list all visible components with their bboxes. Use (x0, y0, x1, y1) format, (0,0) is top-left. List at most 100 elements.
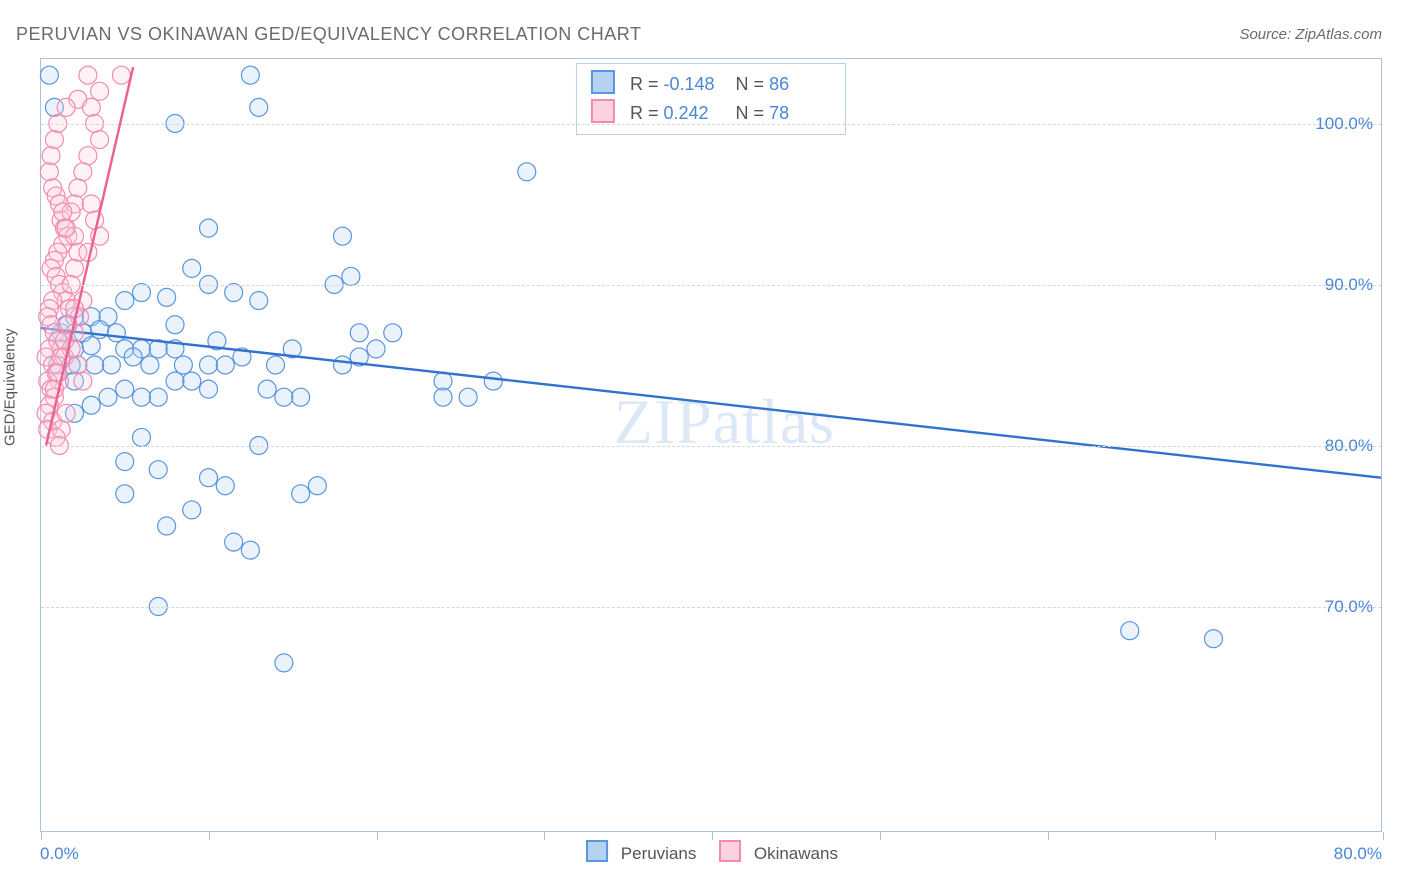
data-point (267, 356, 285, 374)
data-point (66, 300, 84, 318)
data-point (216, 356, 234, 374)
legend-label-okinawans: Okinawans (754, 844, 838, 863)
gridline (41, 446, 1381, 447)
data-point (200, 219, 218, 237)
r-label: R (630, 103, 643, 123)
gridline (41, 285, 1381, 286)
data-point (66, 259, 84, 277)
data-point (91, 131, 109, 149)
data-point (133, 428, 151, 446)
data-point (79, 147, 97, 165)
data-point (174, 356, 192, 374)
data-point (200, 356, 218, 374)
data-point (124, 348, 142, 366)
data-point (86, 356, 104, 374)
data-point (116, 485, 134, 503)
data-point (166, 316, 184, 334)
data-point (107, 324, 125, 342)
data-point (434, 388, 452, 406)
eq: = (754, 103, 765, 123)
y-tick-label: 70.0% (1325, 597, 1373, 617)
gridline (41, 124, 1381, 125)
data-point (79, 66, 97, 84)
data-point (350, 324, 368, 342)
data-point (116, 292, 134, 310)
data-point (292, 388, 310, 406)
data-point (40, 163, 58, 181)
x-label-start: 0.0% (40, 844, 79, 864)
x-tick (1048, 832, 1049, 840)
data-point (308, 477, 326, 495)
data-point (250, 292, 268, 310)
x-tick (712, 832, 713, 840)
data-point (518, 163, 536, 181)
data-point (57, 404, 75, 422)
swatch-peruvians-icon (586, 840, 608, 862)
data-point (225, 284, 243, 302)
swatch-okinawans-icon (591, 99, 615, 123)
x-tick (377, 832, 378, 840)
x-label-end: 80.0% (1334, 844, 1382, 864)
data-point (57, 98, 75, 116)
r-value-peruvians: -0.148 (664, 70, 726, 99)
data-point (258, 380, 276, 398)
data-point (166, 372, 184, 390)
data-point (200, 380, 218, 398)
data-point (484, 372, 502, 390)
eq: = (754, 74, 765, 94)
data-point (82, 195, 100, 213)
gridline (41, 607, 1381, 608)
data-point (149, 461, 167, 479)
swatch-peruvians-icon (591, 70, 615, 94)
data-point (99, 388, 117, 406)
stats-row-peruvians: R = -0.148 N = 86 (591, 70, 831, 99)
data-point (45, 131, 63, 149)
data-point (434, 372, 452, 390)
data-point (275, 388, 293, 406)
data-point (241, 66, 259, 84)
data-point (149, 388, 167, 406)
data-point (216, 477, 234, 495)
data-point (459, 388, 477, 406)
data-point (42, 147, 60, 165)
data-point (82, 337, 100, 355)
data-point (200, 469, 218, 487)
y-axis-title: GED/Equivalency (2, 328, 19, 446)
data-point (183, 259, 201, 277)
data-point (82, 98, 100, 116)
data-point (183, 501, 201, 519)
legend-label-peruvians: Peruvians (621, 844, 697, 863)
n-label: N (736, 103, 749, 123)
data-point (86, 211, 104, 229)
data-point (112, 66, 130, 84)
data-point (116, 380, 134, 398)
x-tick (880, 832, 881, 840)
swatch-okinawans-icon (719, 840, 741, 862)
data-point (1205, 630, 1223, 648)
data-point (82, 396, 100, 414)
x-tick (209, 832, 210, 840)
data-point (384, 324, 402, 342)
data-point (102, 356, 120, 374)
data-point (158, 517, 176, 535)
y-tick-label: 90.0% (1325, 275, 1373, 295)
data-point (69, 179, 87, 197)
data-point (241, 541, 259, 559)
plot-area: ZIPatlas R = -0.148 N = 86 R = 0.242 N =… (40, 58, 1382, 832)
data-point (133, 388, 151, 406)
eq: = (648, 103, 659, 123)
source-label: Source: ZipAtlas.com (1239, 26, 1382, 43)
data-point (183, 372, 201, 390)
trend-line (41, 328, 1381, 478)
data-point (141, 356, 159, 374)
series-legend: Peruvians Okinawans (568, 840, 838, 864)
data-point (91, 82, 109, 100)
data-point (54, 203, 72, 221)
data-point (342, 267, 360, 285)
n-label: N (736, 74, 749, 94)
data-point (158, 288, 176, 306)
x-tick (1383, 832, 1384, 840)
data-point (57, 219, 75, 237)
data-point (275, 654, 293, 672)
chart-title: PERUVIAN VS OKINAWAN GED/EQUIVALENCY COR… (16, 24, 641, 45)
